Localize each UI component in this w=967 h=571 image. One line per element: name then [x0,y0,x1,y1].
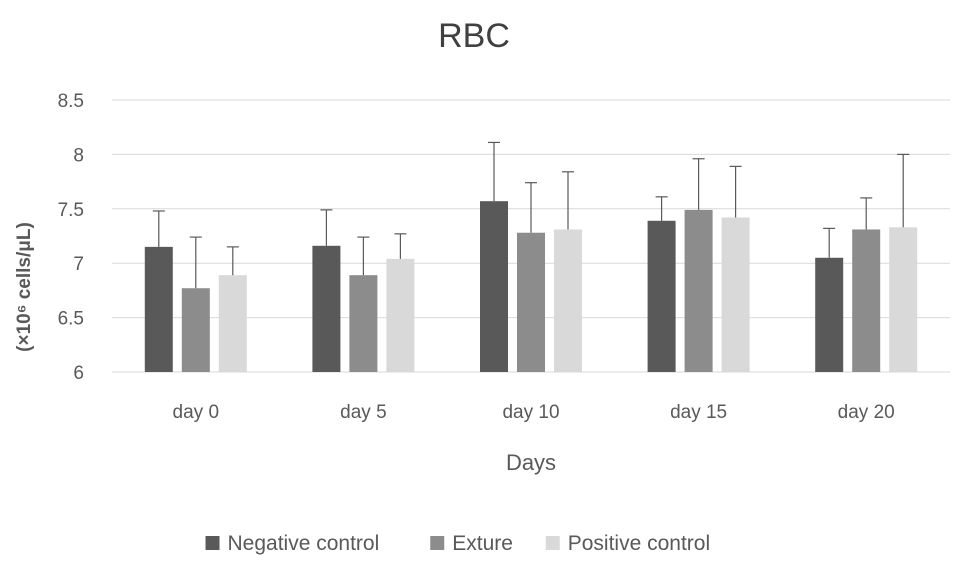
x-axis-tick-labels: day 0 day 5 day 10 day 15 day 20 [173,402,895,423]
bar-exture [181,288,210,372]
bar-exture [349,275,378,372]
y-tick-label: 7.5 [58,200,84,221]
bar-negative-control [815,257,844,372]
y-tick-label: 8 [73,145,84,166]
bar-exture [684,209,713,372]
y-tick-label: 6 [73,363,84,384]
y-axis-title: (×10⁶ cells/μL) [14,222,35,352]
legend-label: Exture [452,532,513,555]
bar-negative-control [480,201,508,372]
x-tick-label: day 20 [838,402,895,423]
legend-swatch [430,536,445,550]
bar-positive-control [889,227,918,372]
x-tick-label: day 5 [340,402,386,423]
bar-positive-control [721,217,750,372]
y-axis-tick-labels: 6 6.5 7 7.5 8 8.5 [58,91,84,384]
legend-swatch [205,536,220,550]
bar-negative-control [312,245,341,372]
chart-title: RBC [438,17,510,55]
bars [144,201,918,372]
x-tick-label: day 15 [670,402,727,423]
y-tick-label: 6.5 [58,309,84,330]
bar-exture [517,232,545,372]
x-axis-title: Days [506,450,556,475]
legend-label: Positive control [568,532,710,555]
y-tick-label: 8.5 [58,91,84,112]
bar-positive-control [386,258,415,372]
bar-exture [852,229,881,372]
bar-negative-control [647,220,676,372]
bar-positive-control [554,229,582,372]
bar-positive-control [218,275,247,372]
error-bars [152,141,910,289]
legend-swatch [545,536,560,550]
y-tick-label: 7 [73,254,84,275]
legend-label: Negative control [228,532,380,555]
legend: Negative control Exture Positive control [205,532,710,555]
x-tick-label: day 10 [502,402,559,423]
bar-negative-control [144,246,173,372]
x-tick-label: day 0 [173,402,219,423]
